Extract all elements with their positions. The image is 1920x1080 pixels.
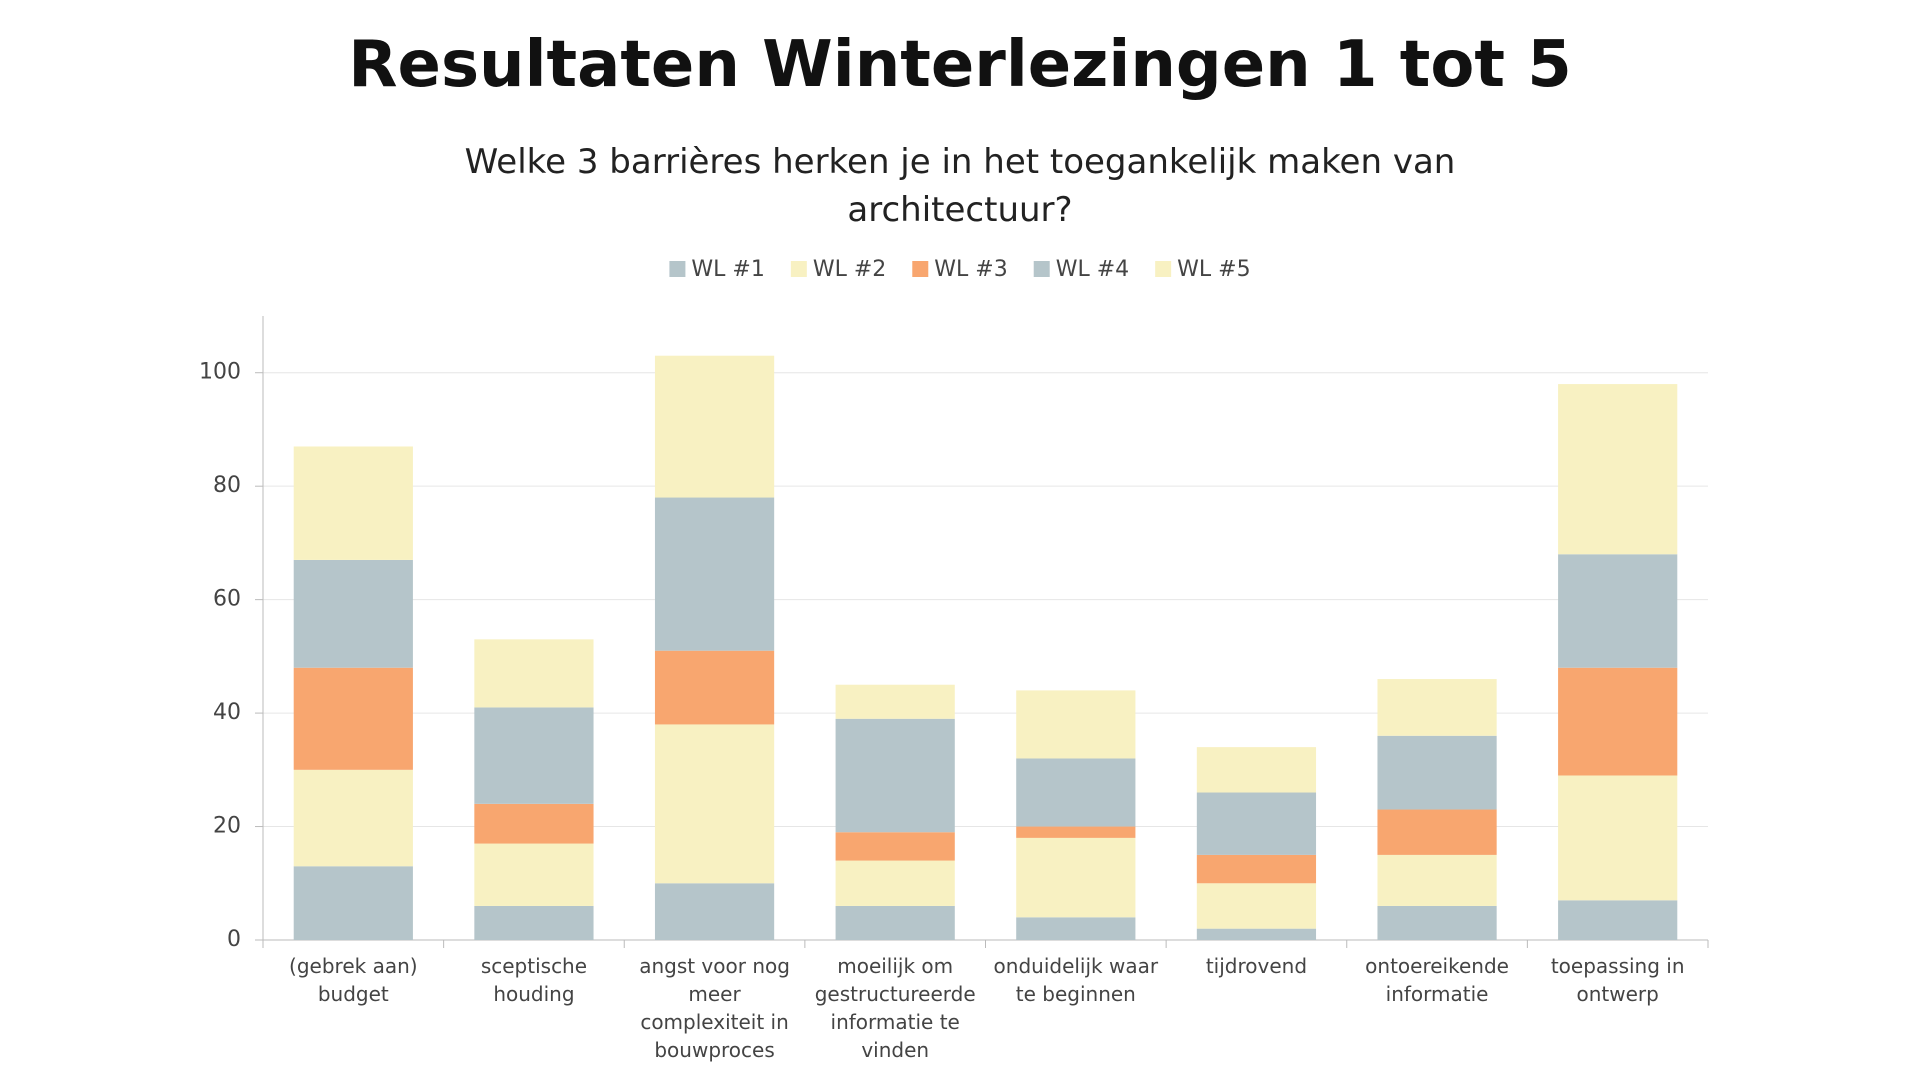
x-tick-label-box: onduidelijk waar te beginnen — [993, 954, 1159, 1006]
y-tick-label: 0 — [227, 927, 241, 952]
bar-segment — [293, 769, 413, 867]
x-tick-label: toepassing in ontwerp — [1550, 954, 1685, 1006]
chart-subtitle: Welke 3 barrières herken je in het toega… — [464, 142, 1456, 230]
bar-segment — [1377, 854, 1497, 906]
bar-segment — [474, 803, 594, 844]
bar-segment — [654, 883, 775, 940]
bar-segment — [1377, 735, 1497, 810]
bar-segment — [1016, 758, 1136, 827]
bar-segment — [835, 832, 955, 861]
bar-segment — [1558, 775, 1678, 901]
legend: WL #1 WL #2 WL #3 WL #4 WL #5 — [669, 257, 1251, 282]
bar-segment — [1016, 690, 1136, 759]
bar-segment — [1196, 928, 1317, 940]
x-tick-label: onduidelijk waar te beginnen — [993, 954, 1159, 1006]
legend-label: WL #3 — [934, 257, 1007, 282]
bar-segment — [1377, 809, 1497, 855]
bar-segment — [1558, 384, 1678, 555]
bar-segment — [1558, 554, 1678, 668]
y-tick-label: 60 — [213, 587, 241, 612]
x-tick-label-box: angst voor nog meer complexiteit in bouw… — [639, 954, 790, 1062]
x-tick-label: sceptische houding — [480, 954, 588, 1006]
bar-segment — [654, 355, 775, 498]
bar-segment — [1558, 667, 1678, 776]
x-tick-label-box: sceptische houding — [480, 954, 588, 1006]
bar-segment — [1196, 883, 1317, 929]
bar-segment — [1196, 854, 1317, 884]
bar-segment — [293, 559, 413, 668]
bar-segment — [1196, 747, 1317, 793]
legend-label: WL #5 — [1177, 257, 1250, 282]
legend-swatch — [669, 261, 686, 277]
x-tick-label-box: moeilijk om gestructureerde informatie t… — [814, 954, 976, 1062]
legend-label: WL #1 — [691, 257, 764, 282]
x-tick-label: ontoereikende informatie — [1365, 954, 1509, 1006]
legend-label: WL #4 — [1056, 257, 1129, 282]
bar-segment — [293, 446, 413, 560]
bar-segment — [835, 860, 955, 906]
bar-segment — [474, 905, 594, 940]
y-tick-label: 20 — [213, 814, 241, 839]
bar-segment — [1016, 837, 1136, 918]
x-tick-label: angst voor nog meer complexiteit in bouw… — [639, 954, 790, 1062]
legend-swatch — [790, 261, 807, 277]
legend-swatch — [912, 261, 929, 277]
x-tick-label-box: ontoereikende informatie — [1365, 954, 1509, 1006]
bar-segment — [835, 684, 955, 719]
x-tick-label-box: toepassing in ontwerp — [1550, 954, 1685, 1006]
bar-segment — [835, 905, 955, 940]
bar-segment — [474, 639, 594, 708]
y-tick-label: 80 — [213, 473, 241, 498]
bar-segment — [1196, 792, 1317, 855]
x-tick-label-box: (gebrek aan) budget — [289, 954, 418, 1006]
bar-segment — [1558, 900, 1678, 940]
legend-swatch — [1033, 261, 1050, 277]
y-tick-label: 100 — [199, 360, 241, 385]
bar-segment — [835, 718, 955, 833]
bar-segment — [654, 650, 775, 725]
bar-segment — [1377, 905, 1497, 940]
bar-segment — [1016, 917, 1136, 940]
bar-segment — [1016, 826, 1136, 838]
x-tick-label-box: tijdrovend — [1205, 954, 1308, 978]
bar-segment — [293, 866, 413, 940]
legend-label: WL #2 — [813, 257, 886, 282]
bar-segment — [654, 724, 775, 884]
x-tick-label: moeilijk om gestructureerde informatie t… — [814, 954, 976, 1062]
bar-segment — [474, 707, 594, 804]
y-tick-label: 40 — [213, 700, 241, 725]
bar-segment — [1377, 679, 1497, 736]
chart-title: Resultaten Winterlezingen 1 tot 5 — [348, 28, 1572, 102]
legend-swatch — [1155, 261, 1172, 277]
bar-segment — [654, 497, 775, 651]
x-tick-label: (gebrek aan) budget — [289, 954, 418, 1006]
bar-segment — [474, 843, 594, 906]
bar-segment — [293, 667, 413, 770]
x-tick-label: tijdrovend — [1205, 954, 1308, 978]
